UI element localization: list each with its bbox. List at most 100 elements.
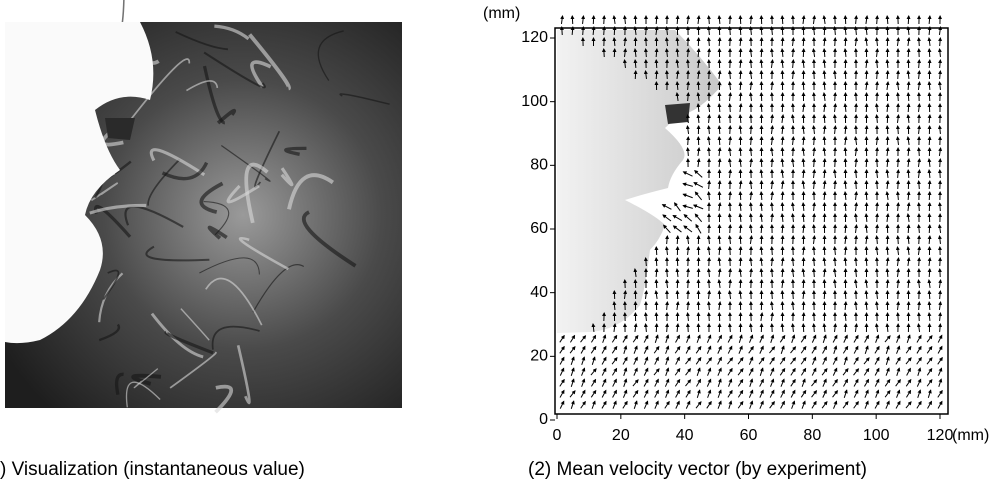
vector-arrow [885,268,890,278]
vector-arrow [727,389,733,398]
vector-arrow [662,224,671,234]
vector-arrow [811,257,816,267]
vector-arrow [633,48,638,58]
vector-arrow [717,378,722,387]
vector-arrow [749,268,754,278]
vector-arrow [812,180,817,190]
vector-arrow [791,334,796,343]
streak [211,325,260,350]
vector-arrow [633,268,638,278]
vector-arrow [706,15,711,25]
vector-arrow [801,213,806,223]
vector-arrow [885,213,890,223]
vector-arrow [885,279,890,289]
streak [339,93,390,105]
vector-arrow [884,378,891,387]
vector-arrow [811,367,817,376]
streak [287,173,335,210]
vector-arrow [692,204,704,210]
vector-arrow [717,125,722,135]
vector-arrow [664,37,669,47]
vector-arrow [748,59,753,69]
vector-arrow [685,59,690,69]
vector-arrow [822,290,827,300]
vector-arrow [833,92,838,102]
vector-arrow [654,257,659,267]
vector-arrow [906,334,911,343]
vector-arrow [694,191,703,201]
vector-arrow [590,345,597,354]
vector-arrow [665,367,670,376]
streak [149,148,206,177]
vector-arrow [675,268,680,278]
vector-arrow [779,356,786,365]
vector-arrow [822,15,827,25]
vector-arrow [727,103,732,113]
vector-arrow [791,70,796,80]
streak [125,381,161,408]
vector-arrow [623,378,628,387]
vector-arrow [665,334,670,343]
vector-arrow [812,169,817,179]
vector-arrow [917,169,922,179]
vector-arrow [717,400,722,409]
vector-arrow [737,389,744,398]
vector-arrow [896,345,901,354]
vector-arrow [843,323,848,333]
vector-arrow [937,356,943,365]
vector-arrow [717,334,722,343]
vector-arrow [759,48,764,58]
vector-arrow [559,378,565,387]
vector-arrow [864,279,869,289]
vector-arrow [738,81,743,91]
vector-arrow [633,400,638,409]
vector-arrow [906,169,911,179]
vector-arrow [896,114,901,124]
vector-arrow [832,114,837,124]
vector-arrow [695,356,702,365]
y-tick-label: 100 [521,93,548,110]
vector-arrow [682,204,693,209]
vector-arrow [769,346,776,354]
vector-arrow [905,345,912,354]
vector-arrow [822,81,827,91]
streak [214,24,250,41]
y-tick-label: 20 [530,348,548,365]
vector-arrow [717,356,722,365]
vector-arrow [875,202,880,212]
vector-arrow [791,59,796,69]
vector-arrow [727,323,732,333]
vector-arrow [686,246,691,256]
vector-arrow [738,70,743,80]
vector-arrow [854,37,859,47]
streak [284,146,307,156]
streak [244,162,269,224]
vector-arrow [811,334,817,343]
x-tick-label: 60 [740,427,758,444]
vector-arrow [727,367,733,376]
vector-arrow [906,389,912,398]
face-silhouette [557,30,722,333]
streak [150,312,204,359]
vector-arrow [780,180,785,190]
vector-arrow [937,345,943,354]
streak [147,158,181,206]
vector-arrow [770,334,775,343]
vector-arrow [728,279,733,289]
vector-arrow [917,389,922,398]
vector-arrow [748,356,754,365]
vector-arrow [612,323,617,333]
vector-arrow [685,125,690,135]
vector-arrow [812,147,817,157]
vector-arrow [875,136,880,146]
streak [236,345,251,405]
vector-arrow [864,191,869,201]
vector-arrow [570,367,575,376]
vector-arrow [895,81,900,91]
vector-arrow [581,356,586,365]
vector-arrow [864,37,869,47]
vector-arrow [780,323,785,333]
vector-arrow [675,48,680,58]
vector-arrow [622,400,628,409]
vector-arrow [938,323,943,333]
